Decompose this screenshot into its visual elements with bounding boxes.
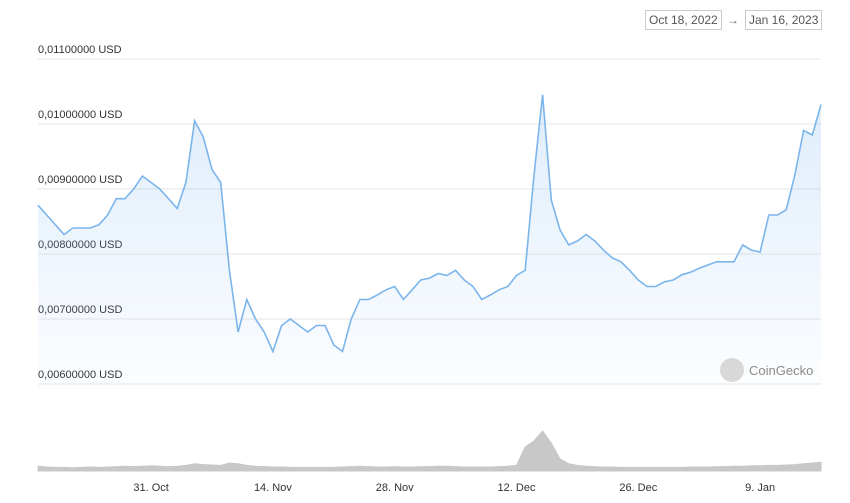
y-tick-label: 0,00900000 USD bbox=[38, 174, 122, 186]
price-line bbox=[37, 94, 822, 354]
y-tick-label: 0,01000000 USD bbox=[38, 109, 122, 121]
x-tick-label: 28. Nov bbox=[376, 482, 414, 494]
volume-area bbox=[37, 430, 822, 472]
x-tick-label: 31. Oct bbox=[133, 482, 168, 494]
y-tick-label: 0,01100000 USD bbox=[38, 44, 122, 56]
watermark-icon bbox=[720, 358, 744, 382]
watermark-text: CoinGecko bbox=[749, 362, 814, 378]
area-fill bbox=[38, 94, 821, 391]
x-tick-label: 14. Nov bbox=[254, 482, 292, 494]
date-from[interactable]: Oct 18, 2022 bbox=[645, 10, 722, 30]
x-tick-label: 12. Dec bbox=[498, 482, 536, 494]
x-tick-label: 26. Dec bbox=[619, 482, 657, 494]
watermark: CoinGecko bbox=[720, 358, 813, 382]
x-tick-label: 9. Jan bbox=[745, 482, 775, 494]
date-to[interactable]: Jan 16, 2023 bbox=[745, 10, 823, 30]
range-arrow: → bbox=[727, 13, 739, 27]
